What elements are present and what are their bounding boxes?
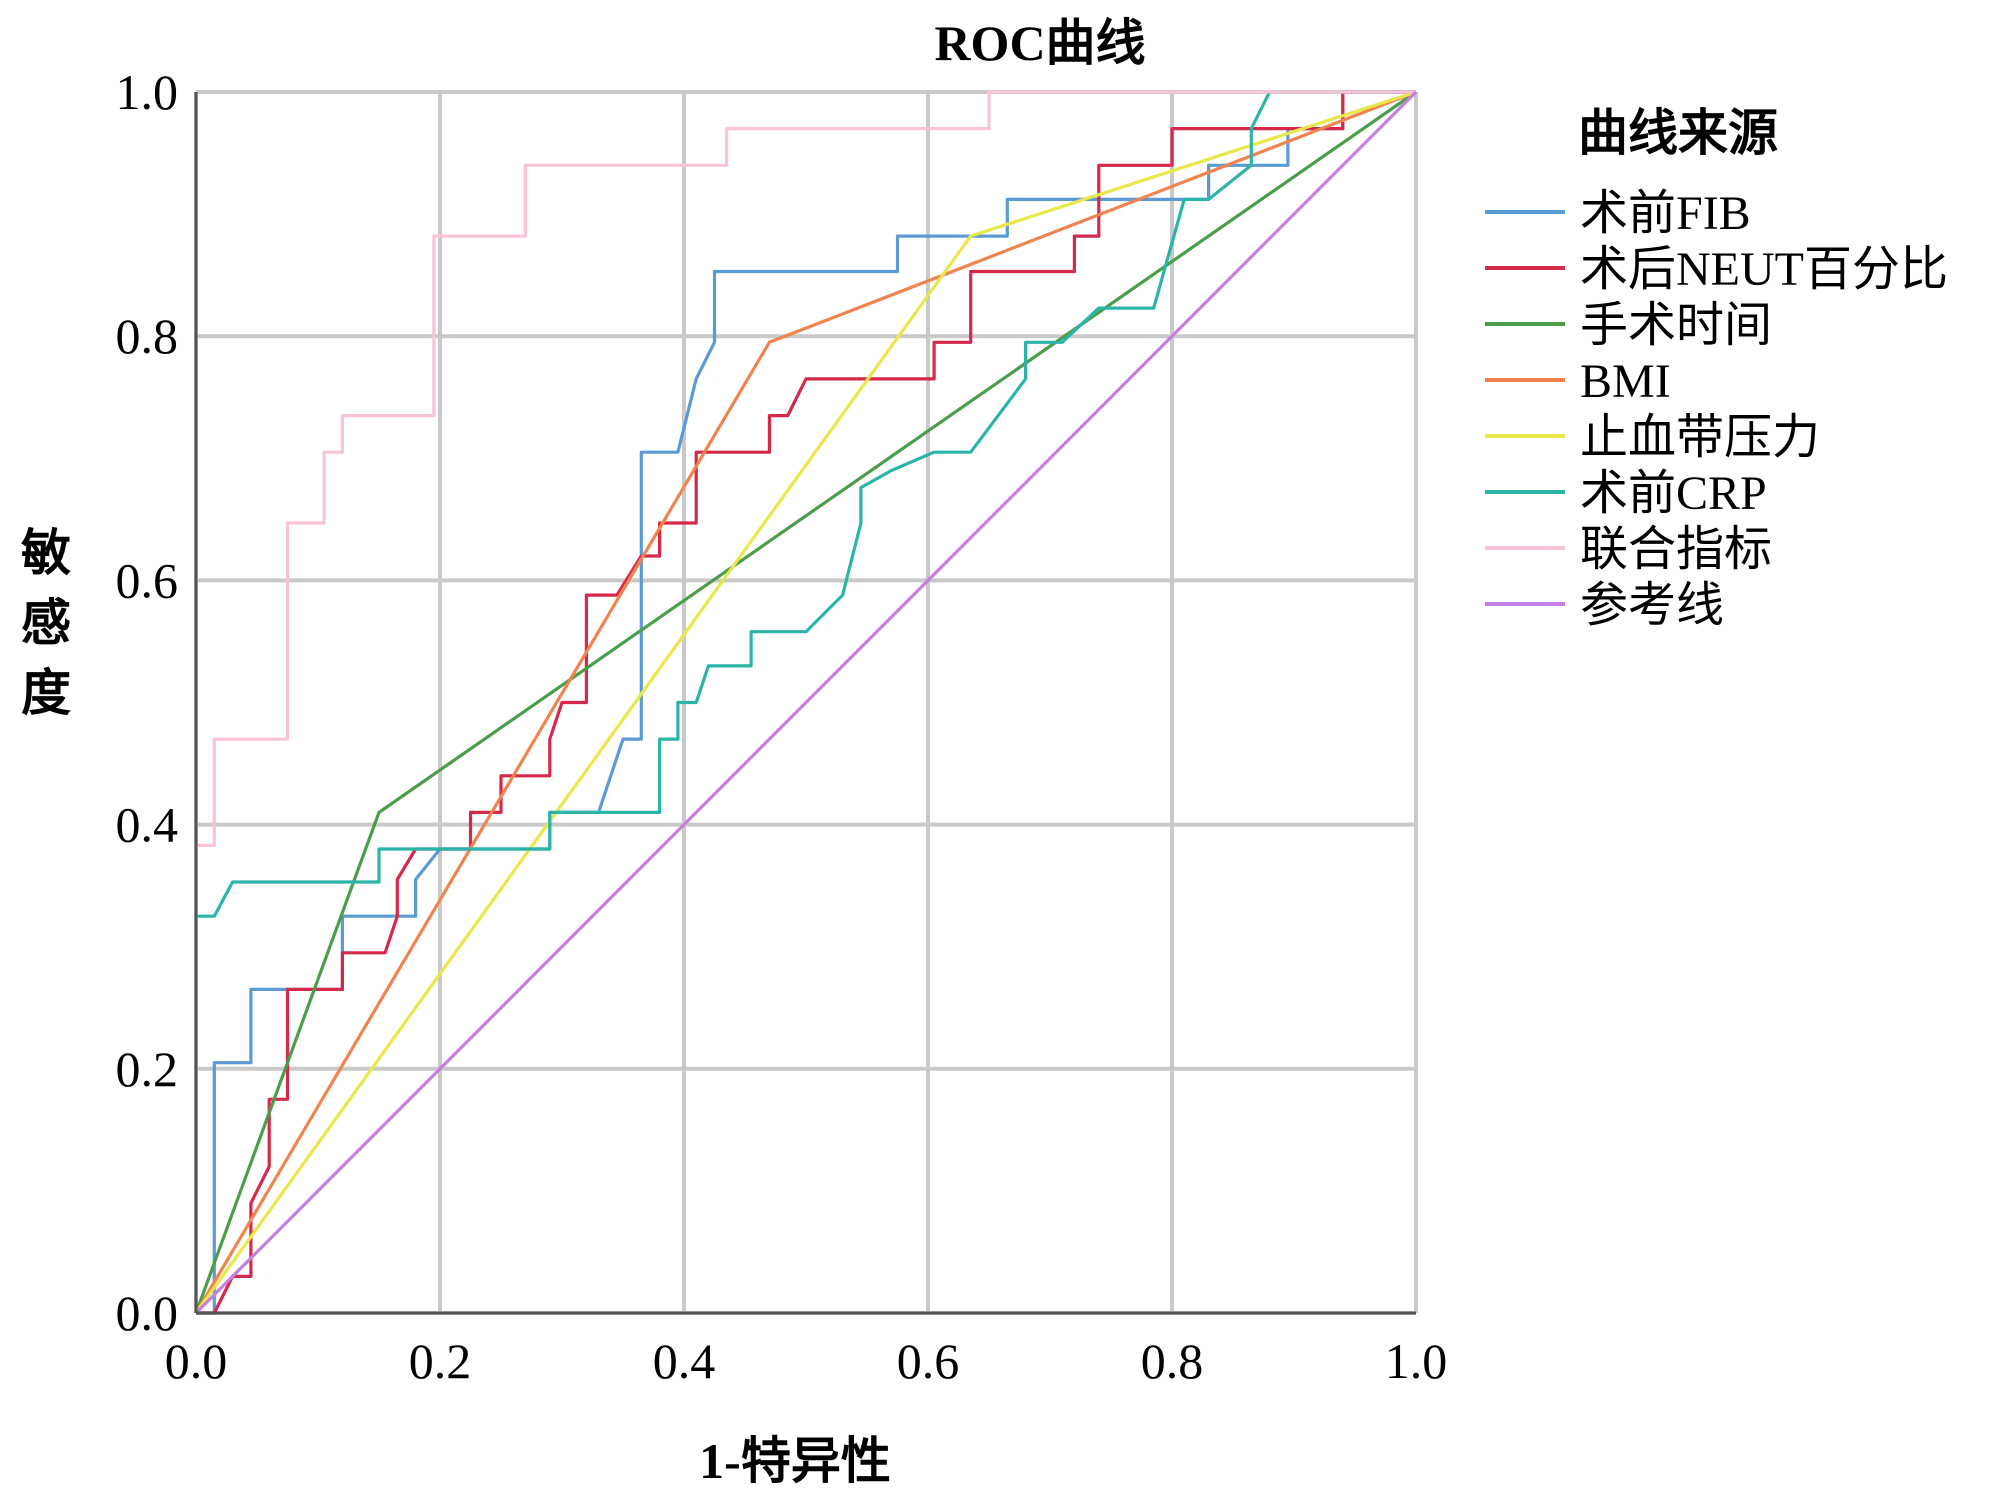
series-line-5 — [196, 90, 1416, 918]
y-tick-label-2: 0.4 — [116, 797, 179, 853]
y-tick-label-1: 0.2 — [116, 1041, 179, 1097]
x-axis-label: 1-特异性 — [699, 1433, 891, 1489]
legend-title: 曲线来源 — [1578, 105, 1778, 161]
x-tick-labels: 0.0 0.2 0.4 0.6 0.8 1.0 — [165, 1333, 1448, 1389]
y-tick-label-5: 1.0 — [116, 64, 179, 120]
y-axis-label-char: 感 — [21, 595, 71, 651]
y-axis-label-char: 敏 — [21, 525, 71, 581]
x-tick-label-5: 1.0 — [1385, 1333, 1448, 1389]
series-line-1 — [196, 90, 1416, 1315]
axes — [194, 92, 1416, 1315]
y-tick-label-3: 0.6 — [116, 552, 179, 608]
legend-label-3: BMI — [1580, 355, 1671, 408]
legend-label-1: 术后NEUT百分比 — [1580, 243, 1948, 296]
chart-title: ROC曲线 — [934, 15, 1145, 71]
legend-label-0: 术前FIB — [1580, 187, 1751, 240]
series-line-6 — [194, 90, 1416, 923]
legend-label-4: 止血带压力 — [1580, 411, 1820, 464]
x-tick-label-0: 0.0 — [165, 1333, 228, 1389]
y-tick-label-4: 0.8 — [116, 308, 179, 364]
x-tick-label-3: 0.6 — [897, 1333, 960, 1389]
y-tick-labels: 0.0 0.2 0.4 0.6 0.8 1.0 — [116, 64, 179, 1341]
series-line-3 — [194, 90, 1417, 1314]
series-line-2 — [194, 90, 1417, 1314]
legend-label-5: 术前CRP — [1580, 467, 1767, 520]
series-layer — [194, 90, 1418, 1315]
legend-label-2: 手术时间 — [1580, 299, 1772, 352]
series-line-4 — [194, 90, 1417, 1314]
x-tick-label-1: 0.2 — [409, 1333, 472, 1389]
series-line-7 — [194, 90, 1418, 1315]
legend-label-7: 参考线 — [1580, 579, 1724, 632]
x-tick-label-4: 0.8 — [1141, 1333, 1204, 1389]
grid — [194, 90, 1418, 1315]
legend-label-6: 联合指标 — [1580, 523, 1772, 576]
x-tick-label-2: 0.4 — [653, 1333, 716, 1389]
y-tick-label-0: 0.0 — [116, 1285, 179, 1341]
y-axis-label-char: 度 — [21, 665, 71, 721]
y-axis-label: 敏感度 — [21, 525, 71, 721]
